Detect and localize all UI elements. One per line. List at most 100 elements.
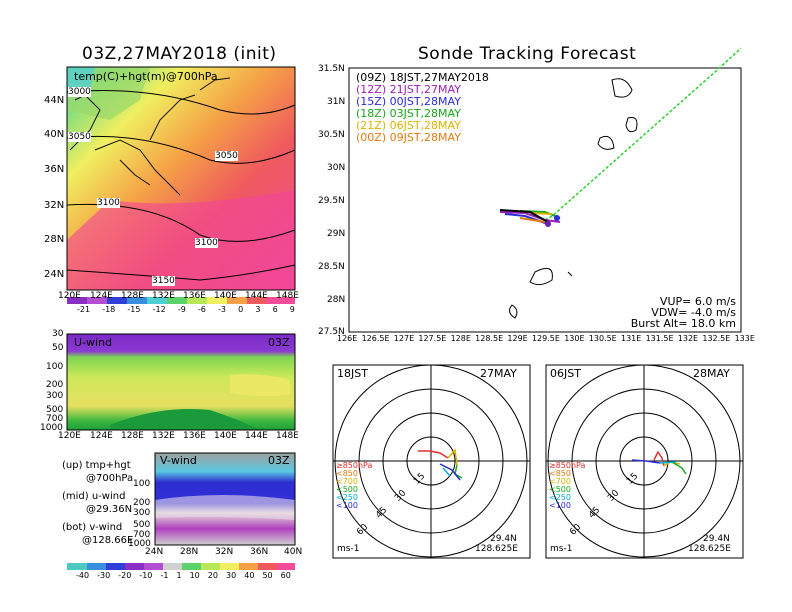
vup-value: VUP= 6.0 m/s [659,295,736,308]
colorbar-label: -9 [177,305,186,314]
level-label: <100 [549,501,571,510]
map-lat-tick: 32N [44,200,65,211]
map-overlay-label: temp(C)+hgt(m)@700hPa [74,70,218,83]
unit-label: ms-1 [337,544,360,554]
u-p-tick: 700 [46,414,64,424]
colorbar-label: 3 [255,305,261,314]
left-panels [66,66,296,570]
v-wind-label: V-wind [160,454,197,467]
track-lat-tick: 29N [327,229,346,239]
legend-item: (00Z) 09JST,28MAY [356,131,461,144]
track-lat-tick: 28N [327,295,346,305]
level-label: <700 [549,477,571,486]
v-p-tick: 500 [133,520,151,530]
note-mid-lat: @29.36N [86,504,133,515]
track-lon-tick: 129E [507,334,528,343]
u-lon-tick: 140E [214,431,237,441]
colorbar-label: 10 [189,571,200,580]
legend-item: (09Z) 18JST,27MAY2018 [356,71,489,84]
contour-label: 3050 [68,132,91,142]
level-label: <500 [336,485,358,494]
track-lat-tick: 29.5N [318,196,345,206]
v-p-tick: 300 [133,508,151,518]
v-lat-tick: 32N [215,547,234,557]
colorbar-label: -10 [139,571,153,580]
launch-point [554,215,560,221]
burst-altitude: Burst Alt= 18.0 km [630,317,736,330]
v-wind-panel [154,452,296,546]
landing-point [545,221,551,227]
level-label: <850 [336,469,358,478]
track-lon-tick: 128.5E [475,334,504,343]
v-lat-tick: 40N [284,547,303,557]
track-segment-00z [519,217,546,223]
map-lon-tick: 148E [276,291,299,301]
note-up: (up) tmp+hgt [62,460,131,471]
map-lon-tick: 128E [121,291,144,301]
track-panel-title: Sonde Tracking Forecast [418,44,637,64]
level-label: ≥850hPa [336,461,373,470]
legend-item: (12Z) 21JST,27MAY [356,83,461,96]
hodograph-2 [545,364,744,559]
u-p-tick: 30 [52,329,64,339]
u-wind-label: U-wind [74,336,113,349]
u-lon-tick: 144E [245,431,268,441]
level-label: <850 [549,469,571,478]
sonde-track [499,47,742,227]
hodo1-lat: 29.4N [490,534,517,544]
colorbar-label: 60 [280,571,291,580]
contour-label: 3000 [68,87,91,97]
u-lon-tick: 128E [121,431,144,441]
v-lat-tick: 28N [180,547,199,557]
hodo2-lon: 128.625E [688,544,731,554]
hodo2-levels: ≥850hPa <850 <700 <500 <250 <100 [549,462,585,510]
note-mid: (mid) u-wind [62,491,126,502]
track-legend: (09Z) 18JST,27MAY2018 (12Z) 21JST,27MAY … [356,72,489,144]
hodo1-date: 27MAY [480,367,517,380]
track-lon-ticks: 126E 126.5E 127E 127.5E 128E 128.5E 129E… [337,334,755,343]
track-line [544,47,742,221]
hodo1-time: 18JST [337,367,368,380]
map-lon-tick: 140E [214,291,237,301]
track-lat-tick: 28.5N [318,262,345,272]
track-lon-tick: 126.5E [361,334,390,343]
note-up-level: @700hPa [86,473,134,484]
hodo2-date: 28MAY [693,367,730,380]
vdw-value: VDW= -4.0 m/s [651,306,736,319]
unit-label: ms-1 [550,544,573,554]
temperature-map [66,66,296,291]
colorbar-label: -18 [102,305,116,314]
colorbar-label: -15 [127,305,141,314]
colorbar-label: -12 [152,305,166,314]
wind-colorbar [67,563,295,570]
colorbar-label: 30 [226,571,237,580]
colorbar-label: -20 [118,571,132,580]
map-lon-tick: 120E [58,291,81,301]
colorbar-label: -3 [218,305,227,314]
u-lon-tick: 148E [276,431,299,441]
track-lon-tick: 131E [620,334,642,343]
track-lon-tick: 130E [564,334,585,343]
wind-colorbar-labels: -40 -30 -20 -10 -1 1 10 20 30 40 50 60 [76,571,291,580]
colorbar-label: -30 [97,571,111,580]
map-lon-tick: 136E [183,291,206,301]
track-lon-tick: 132E [677,334,699,343]
track-lat-tick: 27.5N [318,327,345,337]
level-label: <500 [549,485,571,494]
legend-item: (15Z) 00JST,28MAY [356,95,461,108]
colorbar-label: 1 [176,571,182,580]
legend-item: (18Z) 03JST,28MAY [356,107,461,120]
level-label: ≥850hPa [549,461,586,470]
v-p-tick: 100 [133,479,151,489]
v-p-tick: 1000 [128,539,151,549]
note-bot-lon: @128.66E [82,535,134,546]
u-lon-tick: 132E [152,431,175,441]
colorbar-label: -21 [77,305,91,314]
colorbar-label: 9 [289,305,295,314]
u-p-tick: 200 [46,380,64,390]
map-lat-tick: 44N [44,95,65,106]
track-lon-tick: 127E [393,334,415,343]
level-label: <250 [549,493,571,502]
